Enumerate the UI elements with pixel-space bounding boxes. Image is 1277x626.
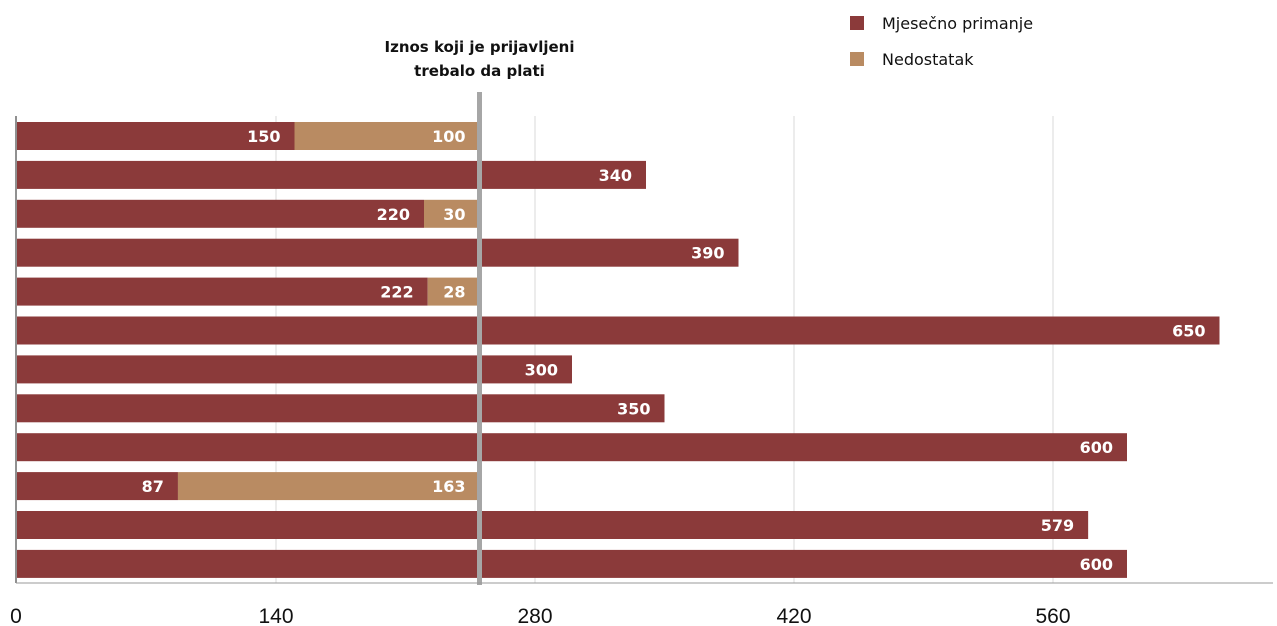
bar-value-label: 150 xyxy=(247,127,280,146)
x-tick-label: 560 xyxy=(1035,605,1070,626)
legend-swatch xyxy=(850,52,864,66)
legend: Mjesečno primanje Nedostatak xyxy=(850,14,1033,69)
bar-value-label: 579 xyxy=(1041,516,1074,535)
bar-mjesecno-primanje xyxy=(17,433,1127,461)
bar-value-label: 163 xyxy=(432,477,465,496)
bar-value-label: 100 xyxy=(432,127,465,146)
bar-value-label: 600 xyxy=(1080,438,1113,457)
bar-mjesecno-primanje xyxy=(17,317,1220,345)
bar-mjesecno-primanje xyxy=(17,394,665,422)
bar-value-label: 350 xyxy=(617,399,650,418)
legend-label: Nedostatak xyxy=(882,50,974,69)
bar-mjesecno-primanje xyxy=(17,550,1127,578)
bar-value-label: 340 xyxy=(599,166,632,185)
bar-value-label: 600 xyxy=(1080,555,1113,574)
bar-value-label: 390 xyxy=(691,244,724,263)
bar-mjesecno-primanje xyxy=(17,511,1088,539)
legend-label: Mjesečno primanje xyxy=(882,14,1033,33)
bar-mjesecno-primanje xyxy=(17,355,572,383)
legend-swatch xyxy=(850,16,864,30)
bar-value-label: 650 xyxy=(1172,322,1205,341)
x-tick-labels: 0 140 280 420 560 xyxy=(10,605,1070,626)
bar-value-label: 87 xyxy=(142,477,164,496)
x-tick-label: 420 xyxy=(776,605,811,626)
x-tick-label: 140 xyxy=(258,605,293,626)
reference-line-label: Iznos koji je prijavljeni trebalo da plat… xyxy=(385,38,575,80)
bar-mjesecno-primanje xyxy=(17,239,739,267)
bar-value-label: 222 xyxy=(380,283,413,302)
bar-value-label: 300 xyxy=(525,360,558,379)
bar-value-label: 220 xyxy=(377,205,410,224)
x-tick-label: 280 xyxy=(517,605,552,626)
bar-mjesecno-primanje xyxy=(17,278,428,306)
bar-mjesecno-primanje xyxy=(17,161,646,189)
bar-value-label: 30 xyxy=(443,205,465,224)
x-tick-label: 0 xyxy=(10,605,22,626)
bars: 150 100 340 220 30 390 222 28 650 300 350 600 87 163 5… xyxy=(17,122,1220,578)
reference-line-group: Iznos koji je prijavljeni trebalo da plat… xyxy=(385,38,575,585)
bar-mjesecno-primanje xyxy=(17,200,424,228)
bar-value-label: 28 xyxy=(443,283,465,302)
